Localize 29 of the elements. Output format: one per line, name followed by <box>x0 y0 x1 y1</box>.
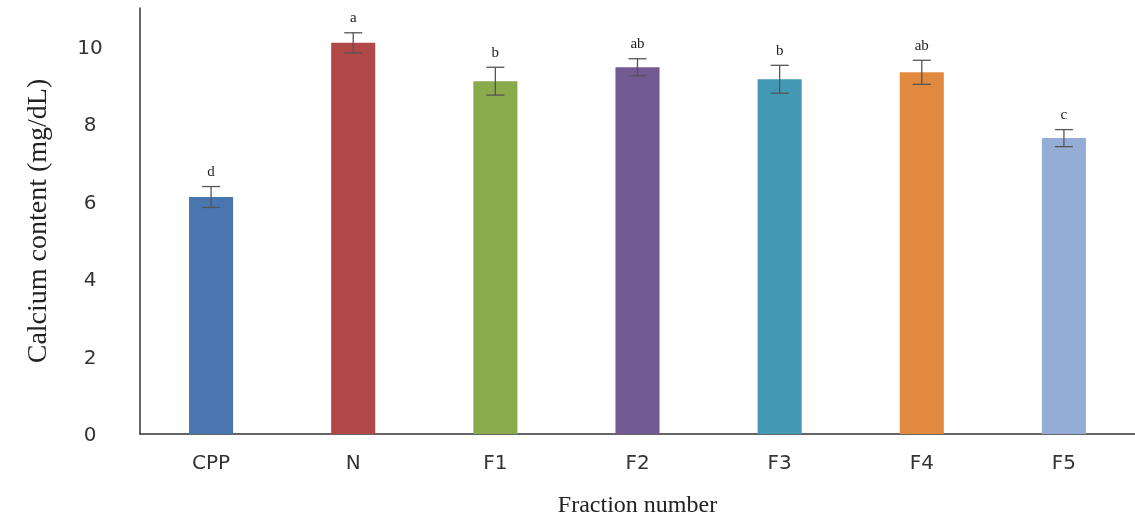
bar <box>331 42 376 434</box>
bar <box>473 81 518 434</box>
x-axis-title: Fraction number <box>557 491 718 517</box>
x-tick-label: F4 <box>909 450 934 474</box>
bar <box>757 79 802 434</box>
y-tick-label: 4 <box>83 267 97 292</box>
annotation: b <box>491 43 500 60</box>
x-tick-label: F1 <box>483 450 508 474</box>
bar <box>189 196 234 434</box>
bar <box>1041 138 1086 434</box>
annotation: c <box>1060 106 1068 123</box>
x-tick-label: CPP <box>192 450 231 474</box>
x-tick-label: N <box>345 450 361 474</box>
bar <box>615 67 660 434</box>
y-tick-label: 6 <box>83 189 97 214</box>
x-tick-label: F5 <box>1051 450 1077 474</box>
annotation: b <box>775 41 784 58</box>
y-axis-title: Calcium content (mg/dL) <box>20 78 52 364</box>
bar <box>899 72 944 434</box>
x-tick-label: F2 <box>625 450 650 474</box>
annotation: ab <box>914 36 929 53</box>
annotation: a <box>349 9 357 26</box>
x-tick-label: F3 <box>767 450 792 474</box>
y-tick-label: 0 <box>83 422 97 446</box>
y-tick-label: 8 <box>83 112 97 137</box>
annotation: ab <box>630 35 645 52</box>
annotation: d <box>207 163 216 180</box>
y-tick-label: 2 <box>83 344 97 369</box>
y-tick-label: 10 <box>77 34 103 59</box>
